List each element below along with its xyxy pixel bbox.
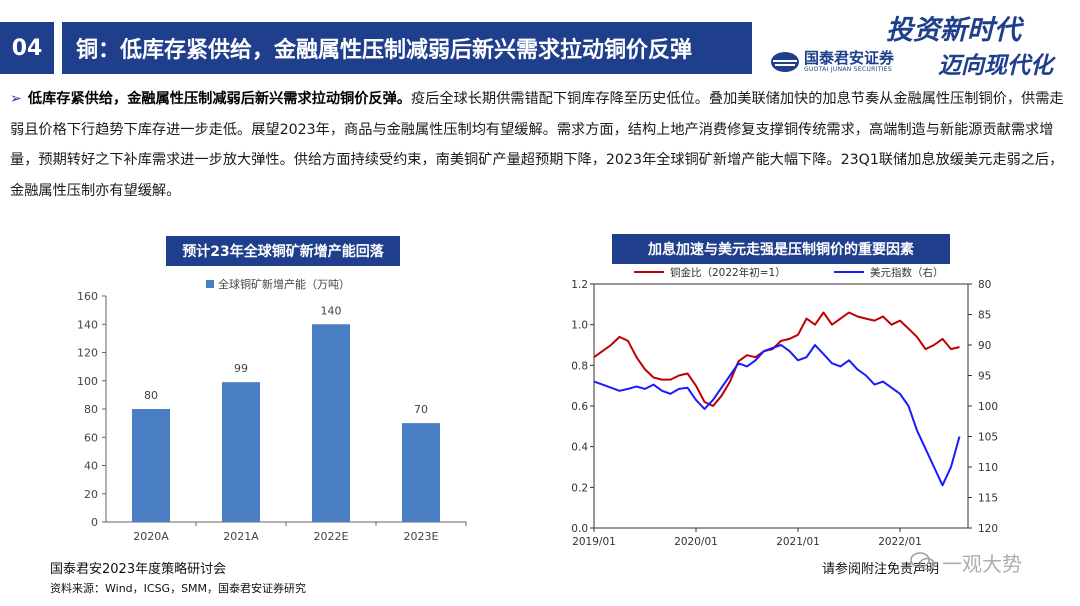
y-left-tick-label: 0.8 — [571, 360, 588, 372]
plot-frame — [593, 283, 969, 529]
y-right-tick-label: 90 — [978, 340, 991, 352]
x-tick-label: 2019/01 — [572, 536, 616, 548]
logo-name-cn: 国泰君安证券 — [804, 49, 895, 67]
logo-mark-icon — [771, 51, 799, 72]
legend-label: 全球铜矿新增产能（万吨） — [218, 277, 350, 291]
legend-label: 美元指数（右） — [870, 266, 944, 279]
series-line-2 — [593, 344, 961, 487]
y-tick-label: 60 — [84, 431, 98, 444]
x-tick-label: 2021A — [223, 530, 259, 542]
y-left-tick-label: 0.0 — [571, 523, 588, 535]
slogan-line-1: 投资新时代 — [886, 15, 1021, 46]
data-label: 70 — [414, 403, 428, 416]
watermark: 一观大势 — [910, 546, 1060, 578]
bar-chart-title: 预计23年全球铜矿新增产能回落 — [166, 236, 400, 266]
x-tick-label: 2021/01 — [776, 536, 820, 548]
bar-chart: 0 20 40 60 80 100 120 140 160 80 2020A 99 2021A 140 20… — [77, 277, 467, 542]
company-logo: 国泰君安证券 GUOTAI JUNAN SECURITIES — [770, 50, 894, 73]
y-right-tick-label: 80 — [978, 279, 991, 291]
y-left-tick-label: 0.4 — [571, 442, 588, 454]
y-right-tick-label: 110 — [978, 462, 998, 474]
y-right-tick-label: 85 — [978, 310, 991, 322]
page-title: 铜：低库存紧供给，金融属性压制减弱后新兴需求拉动铜价反弹 — [62, 22, 752, 74]
disclaimer: 请参阅附注免责声明 — [822, 562, 940, 577]
wechat-icon — [910, 552, 935, 571]
y-tick-label: 20 — [84, 488, 98, 501]
summary-paragraph: ➢ 低库存紧供给，金融属性压制减弱后新兴需求拉动铜价反弹。疫后全球长期供需错配下铜… — [10, 84, 1072, 206]
line-chart-title: 加息加速与美元走强是压制铜价的重要因素 — [612, 234, 950, 264]
summary-text: 疫后全球长期供需错配下铜库存降至历史低位。叠加美联储加快的加息节奏从金融属性压制… — [10, 91, 1064, 199]
legend-swatch — [206, 280, 214, 288]
legend-label: 铜金比（2022年初=1） — [670, 266, 786, 279]
y-left-tick-label: 0.6 — [571, 401, 588, 413]
slogan: 投资新时代 迈向现代化 — [878, 6, 1068, 80]
x-tick-label: 2022E — [314, 530, 349, 542]
y-right-tick-label: 100 — [978, 401, 998, 413]
data-label: 140 — [321, 304, 342, 317]
line-chart: 0.0 0.2 0.4 0.6 0.8 1.0 1.2 80 85 90 95 100 105 110 11… — [571, 266, 998, 548]
y-right-tick-label: 95 — [978, 371, 991, 383]
data-label: 80 — [144, 389, 158, 402]
slogan-line-2: 迈向现代化 — [938, 52, 1053, 79]
bullet-arrow-icon: ➢ — [10, 91, 22, 107]
y-left-tick-label: 0.2 — [571, 482, 588, 494]
y-tick-label: 80 — [84, 403, 98, 416]
y-tick-label: 100 — [77, 375, 98, 388]
y-right-tick-label: 115 — [978, 493, 998, 505]
data-label: 99 — [234, 362, 248, 375]
y-right-tick-label: 105 — [978, 432, 998, 444]
x-tick-label: 2020A — [133, 530, 169, 542]
y-tick-label: 120 — [77, 347, 98, 360]
x-tick-label: 2020/01 — [674, 536, 718, 548]
event-name: 国泰君安2023年度策略研讨会 — [50, 562, 227, 577]
y-tick-label: 0 — [91, 516, 98, 529]
bar — [402, 423, 440, 522]
section-number: 04 — [0, 22, 54, 74]
bar — [222, 382, 260, 522]
y-tick-label: 160 — [77, 290, 98, 303]
y-right-tick-label: 120 — [978, 523, 998, 535]
watermark-text: 一观大势 — [942, 551, 1022, 576]
x-tick-label: 2022/01 — [878, 536, 922, 548]
y-left-tick-label: 1.2 — [571, 279, 588, 291]
summary-lead: 低库存紧供给，金融属性压制减弱后新兴需求拉动铜价反弹。 — [27, 91, 411, 107]
y-tick-label: 140 — [77, 318, 98, 331]
series-line-1 — [593, 311, 960, 407]
bar — [312, 324, 350, 522]
logo-name-en: GUOTAI JUNAN SECURITIES — [804, 66, 892, 73]
bar — [132, 409, 170, 522]
y-tick-label: 40 — [84, 460, 98, 473]
y-left-tick-label: 1.0 — [571, 320, 588, 332]
source-note: 资料来源：Wind，ICSG，SMM，国泰君安证券研究 — [50, 582, 307, 595]
x-tick-label: 2023E — [404, 530, 439, 542]
